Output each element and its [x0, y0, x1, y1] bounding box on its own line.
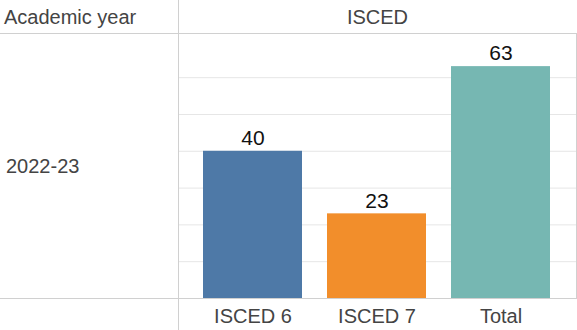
- svg-text:40: 40: [241, 126, 264, 149]
- html-text:2022-23: 2022-23: [6, 154, 80, 177]
- svg-text:63: 63: [489, 41, 512, 64]
- html-text:ISCED: ISCED: [346, 6, 409, 28]
- svg-text:ISCED 6: ISCED 6: [214, 305, 292, 327]
- svg-text:23: 23: [365, 189, 388, 212]
- svg-text:Total: Total: [480, 305, 522, 327]
- html-text:Academic year: Academic year: [4, 6, 137, 28]
- svg-text:ISCED 7: ISCED 7: [338, 305, 416, 327]
